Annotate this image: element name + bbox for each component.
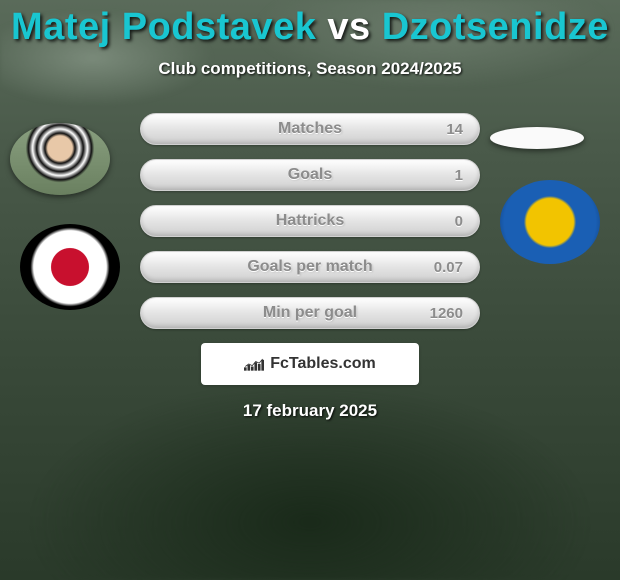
title-part: Dzotsenidze [382, 6, 609, 48]
stat-label: Min per goal [141, 298, 479, 328]
stat-label: Matches [141, 114, 479, 144]
bars-icon [244, 356, 264, 372]
club-right-crest [500, 180, 600, 264]
stat-bar: Matches14 [140, 113, 480, 145]
subtitle: Club competitions, Season 2024/2025 [0, 59, 620, 79]
stat-bar: Hattricks0 [140, 205, 480, 237]
branding-text: FcTables.com [270, 355, 376, 373]
footer-date: 17 february 2025 [0, 401, 620, 421]
stat-label: Hattricks [141, 206, 479, 236]
club-left-crest [20, 224, 120, 310]
stat-value: 1260 [430, 298, 463, 328]
page-title: Matej Podstavek vs Dzotsenidze [0, 0, 620, 49]
stat-bar: Goals1 [140, 159, 480, 191]
stat-value: 14 [446, 114, 463, 144]
branding-badge[interactable]: FcTables.com [201, 343, 419, 385]
stat-label: Goals per match [141, 252, 479, 282]
player-right-avatar [490, 127, 584, 149]
title-part: Matej Podstavek [11, 6, 316, 48]
stat-label: Goals [141, 160, 479, 190]
stat-value: 0.07 [434, 252, 463, 282]
stat-bar: Min per goal1260 [140, 297, 480, 329]
player-left-avatar [10, 123, 110, 195]
title-part: vs [316, 6, 381, 48]
stat-value: 0 [455, 206, 463, 236]
stats-container: Matches14 Goals1 Hattricks0 Goals per match… [140, 113, 480, 329]
stat-bar: Goals per match0.07 [140, 251, 480, 283]
stat-value: 1 [455, 160, 463, 190]
